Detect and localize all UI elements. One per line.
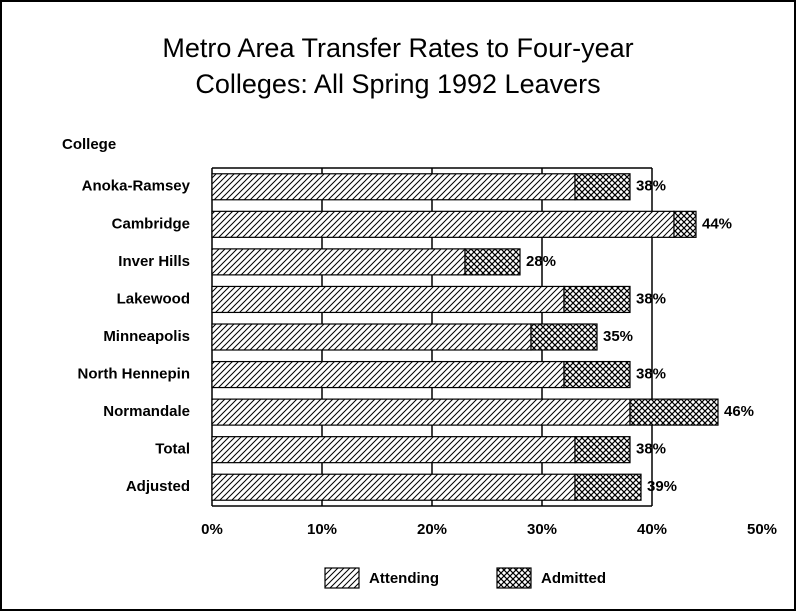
total-label: 39% — [647, 478, 677, 495]
bar-segment — [464, 248, 521, 276]
y-tick-label: Normandale — [103, 403, 190, 420]
y-tick-label: Anoka-Ramsey — [82, 178, 191, 195]
total-label: 35% — [603, 328, 633, 345]
bar-segment — [563, 360, 631, 389]
total-label: 28% — [526, 253, 556, 270]
y-axis-label: College — [62, 136, 116, 153]
bar-segment — [574, 436, 631, 464]
bar-segment — [211, 210, 675, 238]
chart-title: Metro Area Transfer Rates to Four-year — [162, 33, 633, 63]
chart-subtitle: Colleges: All Spring 1992 Leavers — [195, 69, 600, 99]
x-tick-label: 50% — [747, 521, 777, 538]
x-tick-label: 20% — [417, 521, 447, 538]
bar-segment — [563, 285, 631, 314]
legend-label: Admitted — [541, 570, 606, 587]
total-label: 38% — [636, 366, 666, 383]
bar-segment — [211, 473, 576, 501]
bar-segment — [673, 210, 697, 238]
total-label: 38% — [636, 441, 666, 458]
bar-segment — [211, 285, 565, 314]
y-tick-label: Inver Hills — [118, 253, 190, 270]
total-label: 44% — [702, 215, 732, 232]
bar-segment — [211, 323, 532, 351]
bar-segment — [574, 173, 631, 201]
x-tick-label: 0% — [201, 521, 223, 538]
y-tick-label: Lakewood — [117, 290, 190, 307]
bar-segment — [629, 398, 719, 426]
bar-segment — [211, 248, 466, 276]
legend-swatch — [496, 567, 532, 589]
y-tick-label: Minneapolis — [103, 328, 190, 345]
total-label: 38% — [636, 178, 666, 195]
bar-segment — [211, 436, 576, 464]
total-label: 38% — [636, 290, 666, 307]
bar-segment — [574, 473, 642, 501]
y-tick-label: Cambridge — [112, 215, 190, 232]
x-tick-label: 40% — [637, 521, 667, 538]
bar-segment — [530, 323, 598, 351]
y-tick-label: Adjusted — [126, 478, 190, 495]
bar-segment — [211, 360, 565, 389]
y-tick-label: North Hennepin — [78, 366, 191, 383]
legend-swatch — [324, 567, 360, 589]
x-tick-label: 30% — [527, 521, 557, 538]
total-label: 46% — [724, 403, 754, 420]
y-tick-label: Total — [155, 441, 190, 458]
bar-segment — [211, 173, 576, 201]
x-tick-label: 10% — [307, 521, 337, 538]
bar-segment — [211, 398, 631, 426]
legend-label: Attending — [369, 570, 439, 587]
